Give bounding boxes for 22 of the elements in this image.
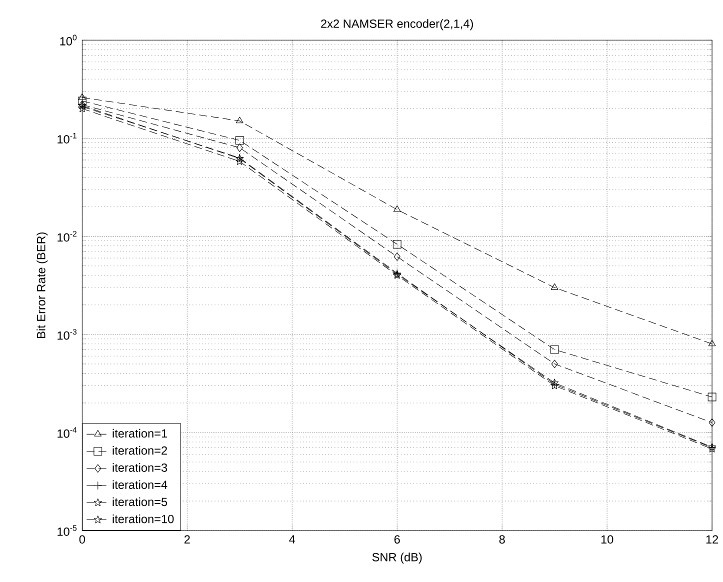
x-axis-title: SNR (dB) <box>372 552 422 564</box>
chart-title: 2x2 NAMSER encoder(2,1,4) <box>321 19 473 30</box>
legend-label: iteration=4 <box>112 480 168 490</box>
legend-label: iteration=10 <box>112 514 174 524</box>
x-tick-label: 12 <box>706 535 718 544</box>
x-tick-label: 4 <box>289 535 296 544</box>
x-tick-label: 2 <box>184 535 190 544</box>
x-tick-label: 8 <box>499 535 505 544</box>
legend-label: iteration=5 <box>112 497 168 506</box>
y-axis-title: Bit Error Rate (BER) <box>36 232 48 338</box>
y-tick-label: 10$^{-1}$ <box>58 132 76 144</box>
y-tick-label: 10$^{-4}$ <box>58 427 77 438</box>
y-tick-label: 10$^{0}$ <box>60 34 77 46</box>
x-tick-label: 0 <box>79 535 86 544</box>
y-tick-label: 10$^{-3}$ <box>58 329 77 340</box>
legend-label: iteration=1 <box>112 428 168 438</box>
y-tick-label: 10$^{-2}$ <box>58 231 76 242</box>
x-tick-label: 10 <box>601 535 614 544</box>
x-tick-label: 6 <box>394 535 400 544</box>
y-tick-label: 10$^{-5}$ <box>58 525 77 536</box>
legend-label: iteration=3 <box>112 463 168 472</box>
legend-label: iteration=2 <box>112 446 167 455</box>
